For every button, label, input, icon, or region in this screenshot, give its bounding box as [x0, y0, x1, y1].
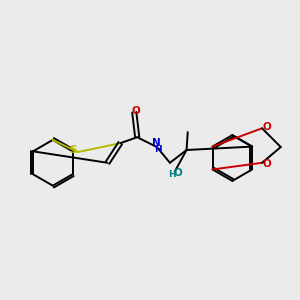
Text: O: O: [262, 122, 271, 132]
Text: N: N: [152, 139, 161, 148]
Text: O: O: [131, 106, 140, 116]
Text: O: O: [262, 159, 271, 169]
Text: O: O: [174, 168, 183, 178]
Text: H: H: [168, 170, 176, 179]
Text: S: S: [70, 145, 77, 155]
Text: H: H: [154, 145, 162, 154]
